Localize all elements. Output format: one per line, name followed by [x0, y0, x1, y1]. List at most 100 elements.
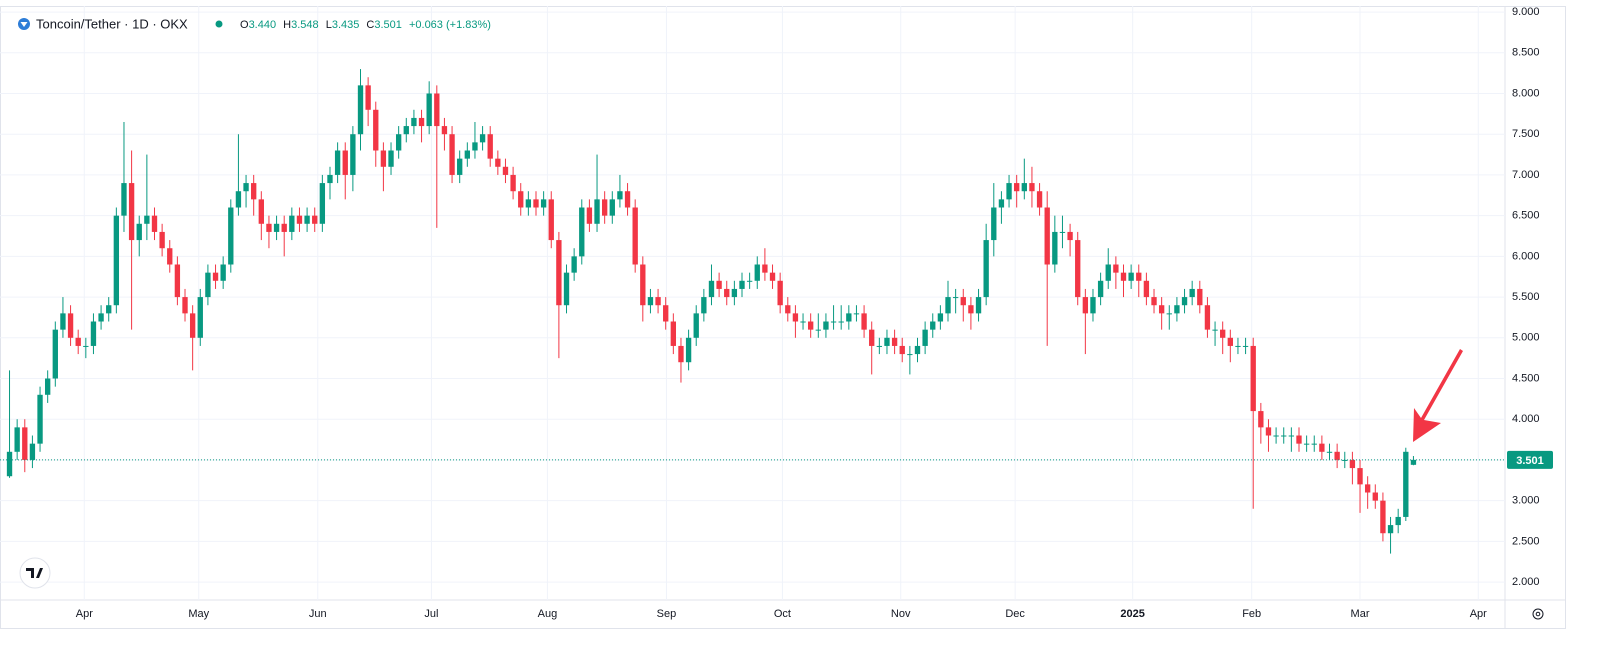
settings-icon[interactable]	[1532, 608, 1544, 620]
candle-body	[800, 321, 806, 323]
candle-body	[289, 215, 295, 232]
candle-body	[914, 345, 921, 355]
candle-body	[1250, 345, 1256, 412]
settings-gear[interactable]	[1532, 608, 1544, 620]
candle-body	[663, 305, 669, 322]
status-dot	[215, 20, 223, 28]
candle-body	[1380, 500, 1386, 534]
candle-body	[1387, 525, 1394, 534]
logo-badge	[19, 557, 51, 589]
candle-body	[1067, 231, 1073, 241]
candle-body	[1021, 183, 1027, 192]
symbol-title[interactable]: Toncoin/Tether · 1D · OKX	[36, 16, 188, 31]
candle-body	[403, 126, 409, 135]
candle-body	[594, 199, 600, 224]
candle-body	[525, 199, 532, 208]
candle-body	[6, 451, 13, 477]
candle-body	[1403, 451, 1409, 517]
candle-body	[533, 199, 539, 208]
candle-body	[167, 248, 173, 265]
candle-body	[357, 85, 364, 135]
candle-body	[1319, 443, 1325, 452]
candle-body	[876, 345, 883, 347]
candle-body	[952, 297, 959, 299]
candle-body	[670, 321, 677, 346]
candle-body	[228, 207, 234, 265]
candle-body	[98, 313, 104, 322]
candle-body	[1265, 427, 1272, 436]
candle-body	[861, 313, 867, 330]
ohlc-value: 3.548	[291, 19, 319, 31]
candle-body	[624, 191, 631, 208]
candle-body	[1029, 183, 1035, 192]
candle-body	[1059, 231, 1066, 233]
ohlc-label: L	[326, 19, 332, 31]
settings-hub[interactable]	[1535, 611, 1541, 617]
x-tick-label: May	[188, 608, 209, 620]
candle-body	[136, 223, 142, 241]
candle-body	[1288, 435, 1295, 437]
candle-body	[205, 272, 211, 298]
candle-body	[846, 313, 852, 322]
candle-body	[1227, 337, 1233, 346]
candle-body	[716, 280, 722, 289]
candle-body	[609, 199, 615, 216]
candle-body	[495, 158, 501, 167]
candle-body	[838, 321, 844, 323]
candle-body	[342, 150, 348, 175]
candle-body	[1212, 329, 1218, 331]
x-tick-label: Mar	[1351, 608, 1370, 620]
candle-body	[1311, 443, 1317, 445]
candle-body	[75, 337, 81, 346]
candle-body	[83, 345, 89, 347]
candle-body	[418, 117, 425, 127]
candle-body	[1410, 459, 1417, 465]
change: +0.063 (+1.83%)	[409, 19, 491, 31]
candle-body	[907, 354, 913, 356]
candle-body	[106, 305, 112, 314]
y-tick-label: 6.000	[1512, 250, 1540, 262]
y-tick-label: 7.000	[1512, 169, 1540, 181]
ohlc-readout: O3.440 H3.548 L3.435 C3.501 +0.063 (+1.8…	[240, 19, 491, 31]
candle-body	[991, 207, 997, 241]
candle-body	[113, 215, 120, 306]
candle-body	[426, 93, 432, 127]
candle-body	[502, 166, 509, 175]
candles	[0, 69, 1505, 554]
y-tick-label: 2.500	[1512, 535, 1540, 547]
candle-body	[579, 207, 585, 257]
candle-body	[632, 207, 638, 265]
ohlc-value: 3.435	[332, 19, 360, 31]
candle-body	[1296, 435, 1302, 444]
candle-body	[128, 183, 135, 241]
ohlc-label: H	[283, 19, 291, 31]
ohlc-label: C	[366, 19, 374, 31]
candle-body	[220, 264, 226, 281]
candle-body	[975, 297, 982, 314]
candle-body	[472, 142, 478, 151]
candle-body	[159, 231, 165, 249]
frame	[0, 6, 1566, 629]
candle-body	[731, 288, 738, 298]
candle-body	[189, 313, 196, 338]
last-price-tag	[1507, 450, 1553, 469]
candle-body	[365, 85, 371, 110]
last-price-label: 3.501	[1516, 455, 1544, 467]
candle-body	[1052, 231, 1058, 265]
candle-body	[151, 215, 158, 232]
candle-body	[1120, 272, 1127, 281]
y-tick-label: 7.500	[1512, 128, 1540, 140]
candle-body	[441, 126, 448, 135]
y-tick-label: 8.000	[1512, 87, 1540, 99]
candle-body	[601, 199, 608, 216]
candle-body	[540, 199, 547, 208]
candle-body	[1044, 207, 1050, 265]
candle-body	[212, 272, 219, 281]
candle-body	[762, 264, 768, 273]
y-tick-label: 5.000	[1512, 332, 1540, 344]
candle-body	[121, 183, 127, 216]
candle-body	[296, 215, 303, 224]
candle-body	[983, 240, 989, 298]
symbol-logo-mark	[20, 22, 28, 27]
candle-body	[174, 264, 181, 298]
